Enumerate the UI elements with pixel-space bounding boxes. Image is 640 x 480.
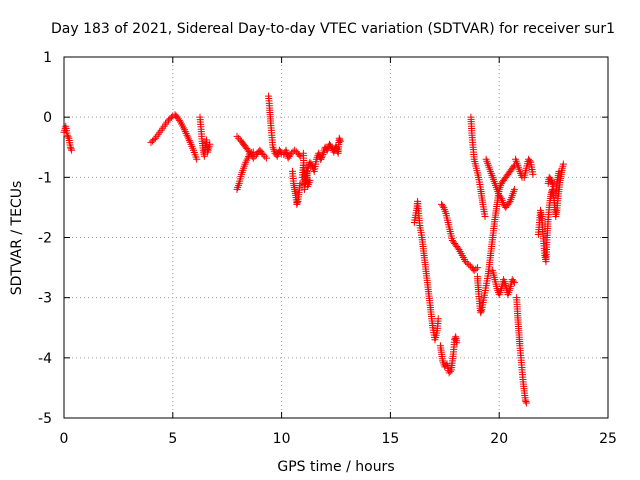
data-point <box>477 309 485 317</box>
data-point <box>150 136 158 144</box>
data-point <box>335 134 343 142</box>
x-tick-label: 5 <box>168 431 177 447</box>
data-point <box>473 264 481 272</box>
data-point <box>454 244 462 252</box>
data-point <box>185 137 193 145</box>
data-point <box>461 258 469 266</box>
data-point <box>439 202 447 210</box>
data-point <box>510 185 518 193</box>
data-point <box>333 146 341 154</box>
data-point <box>293 199 301 207</box>
data-point <box>296 152 304 160</box>
data-point <box>287 149 295 157</box>
data-point <box>559 160 567 168</box>
data-point <box>336 136 344 144</box>
data-point <box>261 152 269 160</box>
data-point <box>472 265 480 273</box>
x-tick-label: 10 <box>273 431 291 447</box>
data-point <box>233 132 241 140</box>
data-point <box>510 279 518 287</box>
data-point <box>293 200 301 208</box>
data-point <box>555 167 563 175</box>
data-point <box>180 126 188 134</box>
x-tick-label: 20 <box>490 431 508 447</box>
chart-title: Day 183 of 2021, Sidereal Day-to-day VTE… <box>51 21 615 37</box>
data-point <box>318 152 326 160</box>
data-point <box>446 367 454 375</box>
y-tick-label: -2 <box>38 231 52 247</box>
x-tick-label: 15 <box>381 431 399 447</box>
data-point <box>291 146 299 154</box>
data-point <box>181 128 189 136</box>
y-tick-label: 1 <box>43 50 52 66</box>
data-point <box>64 133 72 141</box>
data-point <box>182 129 190 137</box>
y-tick-label: -1 <box>38 170 52 186</box>
y-tick-label: -3 <box>38 291 52 307</box>
data-point <box>67 143 75 151</box>
data-point <box>453 339 461 347</box>
data-point <box>175 116 183 124</box>
data-point <box>529 170 537 178</box>
y-tick-label: -5 <box>38 411 52 427</box>
data-point <box>262 154 270 162</box>
y-axis-label: SDTVAR / TECUs <box>9 181 25 296</box>
data-point <box>68 146 76 154</box>
data-point <box>183 131 191 139</box>
data-point <box>319 149 327 157</box>
data-point <box>206 140 214 148</box>
data-point <box>336 137 344 145</box>
data-point <box>546 175 554 183</box>
data-point <box>509 277 517 285</box>
data-point <box>184 133 192 141</box>
x-tick-label: 0 <box>60 431 69 447</box>
x-tick-label: 25 <box>599 431 617 447</box>
x-axis-label: GPS time / hours <box>277 459 394 475</box>
data-point <box>63 131 71 139</box>
data-point <box>259 150 267 158</box>
data-point <box>496 193 504 201</box>
y-tick-label: -4 <box>38 351 52 367</box>
data-point <box>505 199 513 207</box>
data-point <box>319 150 327 158</box>
data-point <box>249 154 257 162</box>
data-point <box>526 157 534 165</box>
grid-layer <box>64 57 608 418</box>
data-point <box>463 259 471 267</box>
data-point <box>509 163 517 171</box>
data-point <box>465 261 473 269</box>
data-point <box>306 176 314 184</box>
data-point <box>67 145 75 153</box>
data-point <box>434 315 442 323</box>
data-point <box>317 154 325 162</box>
data-point <box>521 396 529 404</box>
data-point <box>180 124 188 132</box>
data-point <box>522 399 530 407</box>
data-point <box>477 307 485 315</box>
data-point <box>317 155 325 163</box>
data-point <box>185 135 193 143</box>
data-point <box>470 267 478 275</box>
data-point <box>193 155 201 163</box>
marker-layer <box>60 92 567 407</box>
data-point <box>481 212 489 220</box>
data-point <box>295 151 303 159</box>
y-tick-label: 0 <box>43 110 52 126</box>
data-point <box>522 397 530 405</box>
